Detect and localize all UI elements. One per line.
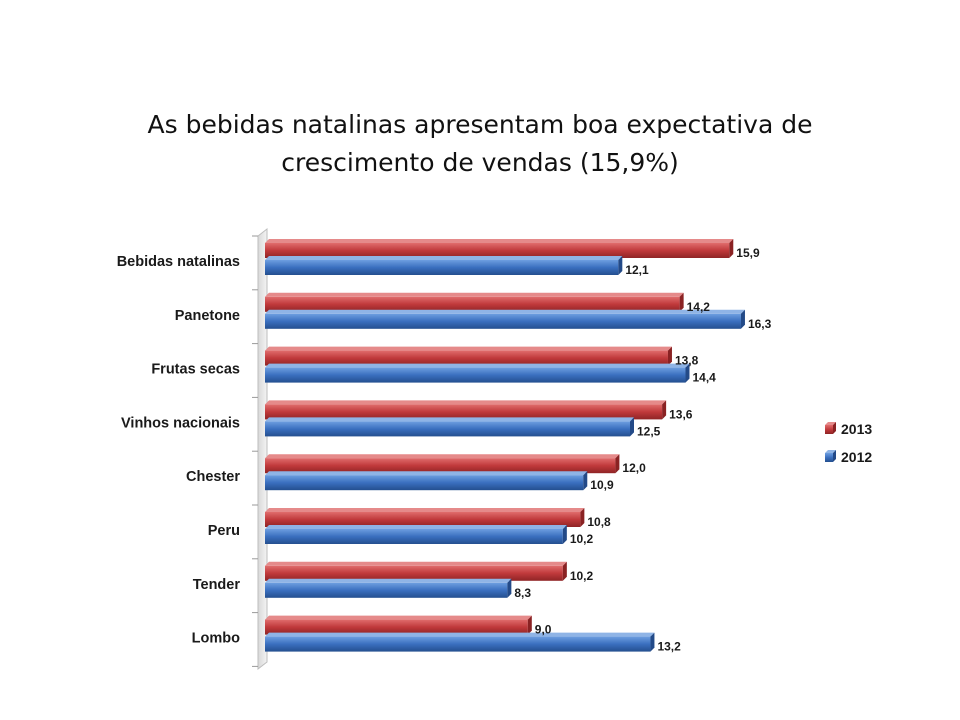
bar-2013 (265, 350, 668, 366)
data-label: 10,2 (570, 569, 594, 583)
bar-top-face (265, 417, 634, 422)
legend-swatch-top (825, 450, 836, 453)
bar-top-face (265, 615, 532, 620)
bar-side-face (650, 632, 655, 652)
data-label: 9,0 (535, 623, 552, 637)
category-label: Lombo (192, 631, 240, 647)
legend-swatch-2012 (825, 453, 833, 462)
data-label: 12,5 (637, 424, 661, 438)
legend-swatch-side (833, 450, 836, 462)
page-title: As bebidas natalinas apresentam boa expe… (147, 110, 813, 177)
data-label: 12,0 (622, 461, 646, 475)
bar-side-face (562, 561, 567, 581)
data-label: 8,3 (514, 586, 531, 600)
legend-label-2012: 2012 (841, 449, 872, 465)
category-label: Peru (208, 523, 240, 539)
bar-top-face (265, 578, 512, 583)
bar-2013 (265, 458, 616, 474)
category-label: Tender (193, 577, 241, 593)
bar-top-face (265, 400, 667, 405)
data-label: 14,2 (687, 300, 711, 314)
bar-top-face (265, 309, 745, 314)
bar-2012 (265, 313, 741, 329)
data-label: 16,3 (748, 317, 772, 331)
bar-side-face (527, 615, 532, 635)
bar-side-face (740, 309, 745, 329)
legend-label-2013: 2013 (841, 421, 872, 437)
legend-swatch-top (825, 422, 836, 425)
bar-top-face (265, 454, 620, 459)
bar-top-face (265, 561, 567, 566)
bar-2012 (265, 529, 563, 544)
bar-side-face (685, 363, 690, 383)
category-label: Bebidas natalinas (117, 254, 240, 270)
category-label: Vinhos nacionais (121, 415, 240, 431)
bar-2012 (265, 421, 630, 437)
bar-2012 (265, 636, 651, 652)
category-label: Frutas secas (151, 362, 240, 378)
bar-side-face (580, 508, 585, 527)
bar-top-face (265, 632, 655, 637)
bar-2012 (265, 475, 584, 491)
bar-2012 (265, 582, 508, 598)
data-label: 10,2 (570, 532, 594, 546)
bar-side-face (615, 454, 620, 474)
bar-2013 (265, 565, 563, 581)
data-label: 10,8 (587, 515, 611, 529)
bar-side-face (630, 417, 634, 437)
data-label: 13,2 (657, 640, 681, 654)
bar-top-face (265, 346, 672, 351)
bar-side-face (507, 578, 512, 598)
legend-swatch-2013 (825, 425, 833, 434)
axis-wall (252, 227, 268, 671)
bar-top-face (265, 471, 588, 476)
data-label: 12,1 (625, 263, 649, 277)
data-label: 10,9 (590, 478, 614, 492)
data-label: 13,8 (675, 354, 699, 368)
data-label: 13,6 (669, 407, 693, 421)
data-label: 15,9 (736, 246, 760, 260)
bar-top-face (265, 508, 585, 512)
bar-2012 (265, 260, 619, 275)
bar-side-face (662, 400, 667, 420)
category-label: Panetone (175, 308, 240, 324)
bar-top-face (265, 292, 684, 297)
legend: 2013 2012 (825, 421, 872, 465)
bar-side-face (667, 346, 672, 366)
axis-wall-panel (257, 227, 268, 671)
bar-side-face (583, 471, 588, 491)
bar-2012 (265, 367, 686, 383)
category-label: Chester (186, 469, 240, 485)
bar-top-face (265, 525, 567, 529)
bar-2013 (265, 296, 680, 312)
bar-top-face (265, 239, 734, 243)
bar-2013 (265, 243, 730, 258)
bar-side-face (679, 292, 684, 312)
bar-2013 (265, 404, 663, 420)
bar-2013 (265, 619, 528, 635)
labels-layer: Bebidas natalinas 15,9 12,1 Panetone 14,2 16,… (117, 246, 772, 654)
bar-top-face (265, 256, 623, 260)
bar-top-face (265, 363, 690, 368)
bar-side-face (729, 239, 734, 258)
bar-side-face (562, 525, 567, 544)
bar-2013 (265, 512, 581, 527)
legend-swatch-side (833, 422, 836, 434)
bar-side-face (618, 256, 623, 275)
data-label: 14,4 (692, 371, 716, 385)
bars-layer (265, 239, 745, 652)
